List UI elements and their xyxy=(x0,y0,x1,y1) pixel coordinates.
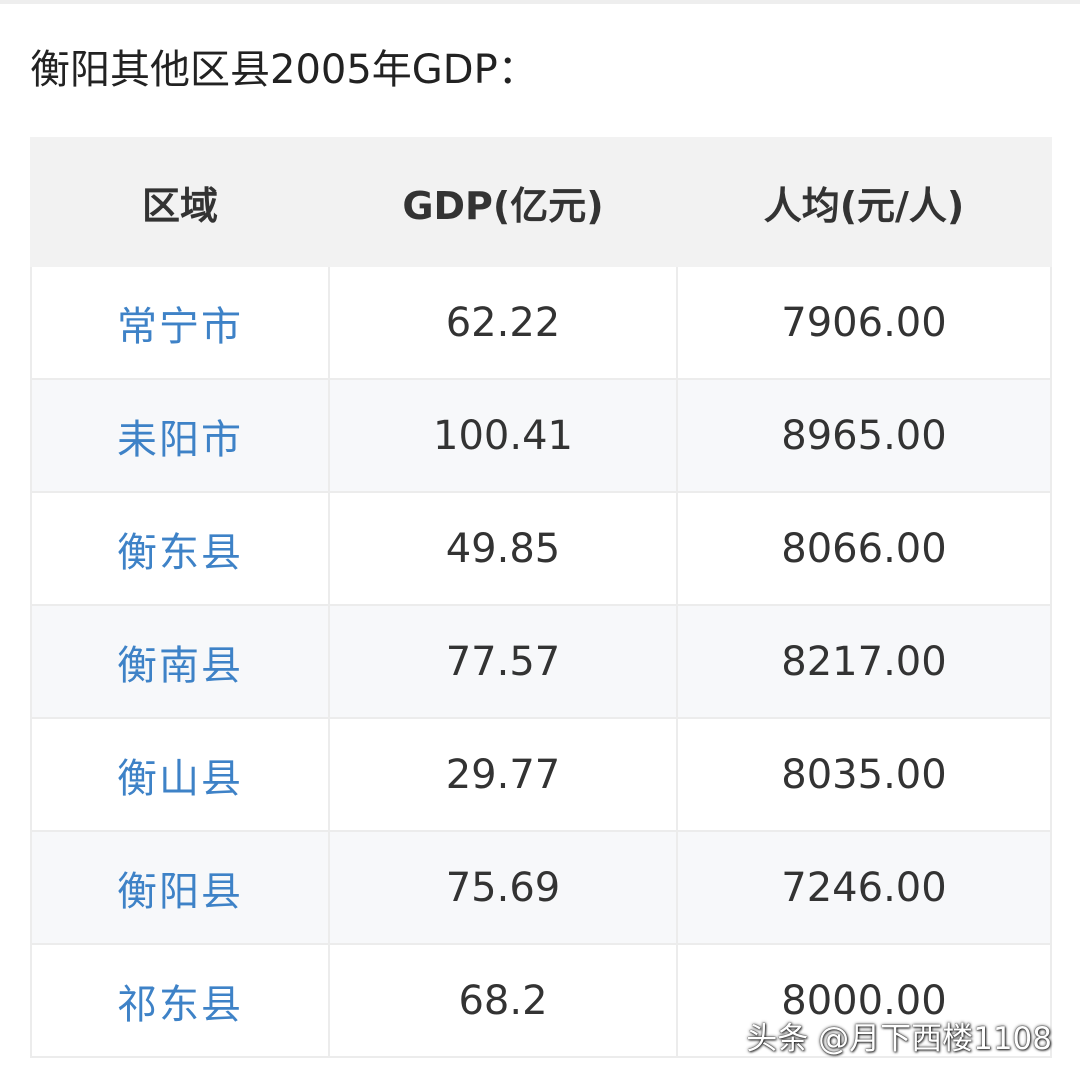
header-gdp: GDP(亿元) xyxy=(328,137,678,267)
gdp-cell: 49.85 xyxy=(328,491,678,606)
table-row: 衡阳县 75.69 7246.00 xyxy=(30,830,1052,945)
region-link[interactable]: 耒阳市 xyxy=(117,416,243,463)
gdp-table: 区域 GDP(亿元) 人均(元/人) 常宁市 62.22 7906.00 耒阳市… xyxy=(30,137,1052,1058)
region-cell: 衡山县 xyxy=(30,717,330,832)
header-per-capita: 人均(元/人) xyxy=(676,137,1052,267)
region-link[interactable]: 衡山县 xyxy=(117,755,243,802)
per-capita-cell: 7246.00 xyxy=(676,830,1052,945)
region-link[interactable]: 祁东县 xyxy=(117,981,243,1028)
region-cell: 祁东县 xyxy=(30,943,330,1058)
per-capita-cell: 8217.00 xyxy=(676,604,1052,719)
gdp-cell: 77.57 xyxy=(328,604,678,719)
per-capita-cell: 8000.00 xyxy=(676,943,1052,1058)
gdp-cell: 100.41 xyxy=(328,378,678,493)
per-capita-cell: 8965.00 xyxy=(676,378,1052,493)
header-region: 区域 xyxy=(30,137,330,267)
table-header-row: 区域 GDP(亿元) 人均(元/人) xyxy=(30,137,1052,267)
per-capita-cell: 7906.00 xyxy=(676,265,1052,380)
table-row: 衡山县 29.77 8035.00 xyxy=(30,717,1052,832)
gdp-cell: 75.69 xyxy=(328,830,678,945)
table-row: 耒阳市 100.41 8965.00 xyxy=(30,378,1052,493)
watermark: 头条 @月下西楼1108 xyxy=(746,1021,1052,1057)
table-row: 常宁市 62.22 7906.00 xyxy=(30,265,1052,380)
region-cell: 衡东县 xyxy=(30,491,330,606)
gdp-cell: 62.22 xyxy=(328,265,678,380)
per-capita-cell: 8066.00 xyxy=(676,491,1052,606)
region-link[interactable]: 常宁市 xyxy=(117,303,243,350)
gdp-cell: 29.77 xyxy=(328,717,678,832)
region-cell: 衡南县 xyxy=(30,604,330,719)
region-link[interactable]: 衡南县 xyxy=(117,642,243,689)
region-cell: 耒阳市 xyxy=(30,378,330,493)
page-title: 衡阳其他区县2005年GDP： xyxy=(30,47,538,93)
region-cell: 常宁市 xyxy=(30,265,330,380)
top-divider xyxy=(0,0,1080,4)
region-link[interactable]: 衡阳县 xyxy=(117,868,243,915)
per-capita-cell: 8035.00 xyxy=(676,717,1052,832)
region-cell: 衡阳县 xyxy=(30,830,330,945)
region-link[interactable]: 衡东县 xyxy=(117,529,243,576)
gdp-cell: 68.2 xyxy=(328,943,678,1058)
table-row: 衡南县 77.57 8217.00 xyxy=(30,604,1052,719)
table-row: 祁东县 68.2 8000.00 xyxy=(30,943,1052,1058)
table-row: 衡东县 49.85 8066.00 xyxy=(30,491,1052,606)
